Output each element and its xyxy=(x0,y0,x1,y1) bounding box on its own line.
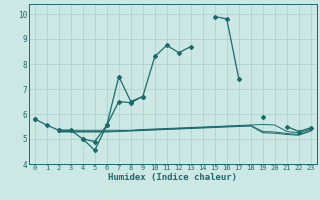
X-axis label: Humidex (Indice chaleur): Humidex (Indice chaleur) xyxy=(108,173,237,182)
